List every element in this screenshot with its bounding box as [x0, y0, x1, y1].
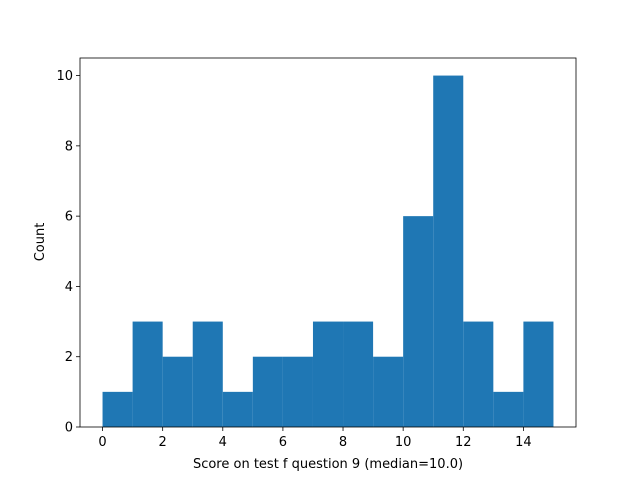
- bar: [102, 391, 133, 427]
- x-tick-label: 10: [395, 435, 412, 450]
- bar: [162, 356, 193, 427]
- x-axis-label: Score on test f question 9 (median=10.0): [193, 457, 463, 472]
- y-axis-label: Count: [33, 223, 48, 262]
- bar: [222, 391, 253, 427]
- y-tick-label: 6: [65, 210, 73, 225]
- bar: [403, 216, 434, 427]
- x-tick-label: 14: [515, 435, 532, 450]
- bar: [373, 356, 404, 427]
- bar: [282, 356, 313, 427]
- y-tick-label: 0: [65, 421, 73, 436]
- bar: [343, 321, 374, 427]
- bar: [252, 356, 283, 427]
- bar: [433, 75, 464, 428]
- bar: [463, 321, 494, 427]
- bar: [192, 321, 223, 427]
- bar: [493, 391, 524, 427]
- y-tick-label: 2: [65, 350, 73, 365]
- x-tick-label: 8: [339, 435, 347, 450]
- y-tick-label: 10: [56, 69, 73, 84]
- y-tick-label: 4: [65, 280, 73, 295]
- bar: [523, 321, 554, 427]
- x-tick-label: 0: [98, 435, 106, 450]
- x-tick-label: 12: [455, 435, 472, 450]
- y-tick-label: 8: [65, 139, 73, 154]
- x-tick-label: 6: [279, 435, 287, 450]
- bar: [312, 321, 344, 427]
- bar: [132, 321, 163, 427]
- plot-frame: [79, 57, 577, 428]
- x-tick-label: 2: [159, 435, 167, 450]
- x-tick-label: 4: [219, 435, 227, 450]
